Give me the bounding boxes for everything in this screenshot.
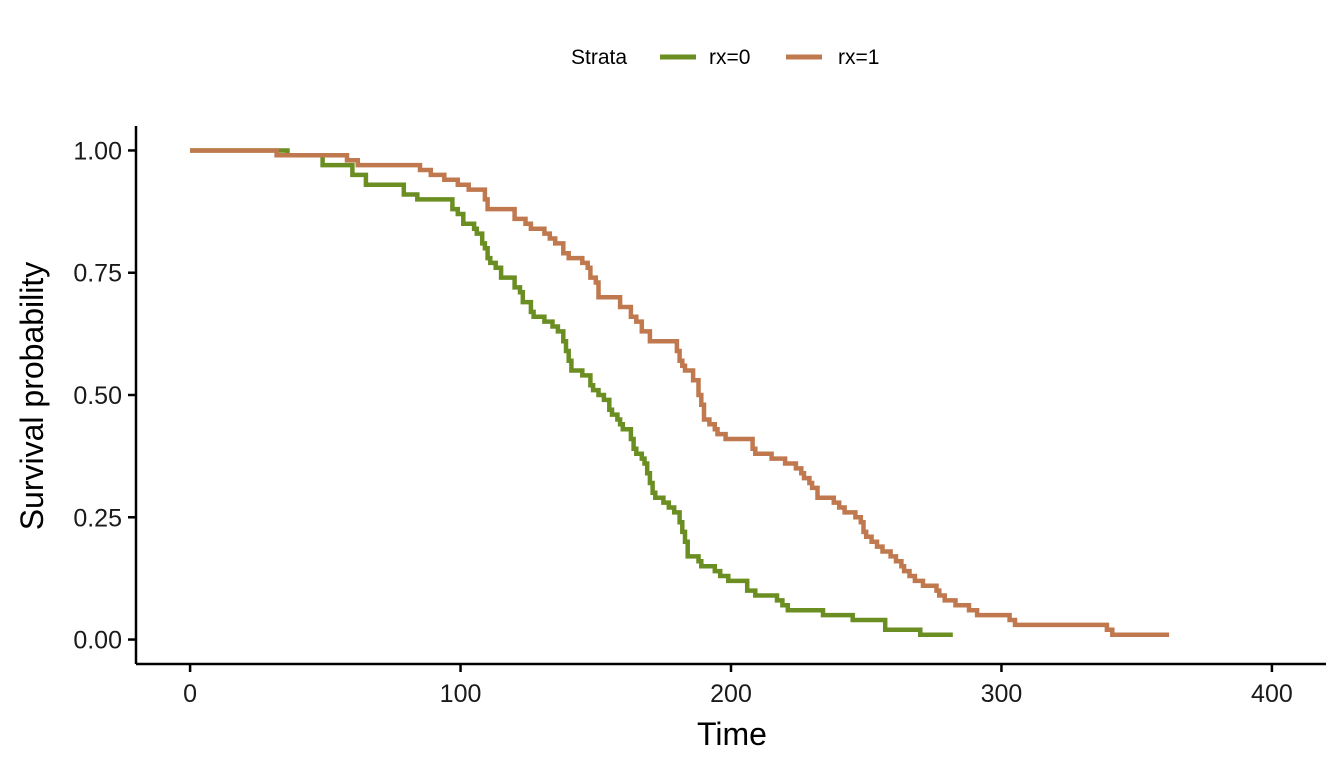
legend-title: Strata bbox=[571, 46, 627, 69]
y-ticks: 0.00 0.25 0.50 0.75 1.00 bbox=[73, 137, 136, 655]
legend-label-rx0: rx=0 bbox=[709, 46, 750, 69]
series-line-rx0 bbox=[190, 148, 953, 637]
y-tick-label: 0.50 bbox=[73, 382, 122, 410]
series-line-rx1 bbox=[190, 148, 1170, 637]
y-tick-label: 1.00 bbox=[73, 137, 122, 165]
legend-label-rx1: rx=1 bbox=[838, 46, 879, 69]
x-tick-label: 100 bbox=[440, 680, 482, 708]
y-tick-label: 0.00 bbox=[73, 627, 122, 655]
axes: 0 100 200 300 400 0.00 0.25 0.50 0.75 1.00 bbox=[73, 126, 1326, 708]
x-tick-label: 400 bbox=[1251, 680, 1293, 708]
x-tick-label: 0 bbox=[183, 680, 197, 708]
y-tick-label: 0.75 bbox=[73, 260, 122, 288]
y-tick-label: 0.25 bbox=[73, 504, 122, 532]
x-axis-title: Time bbox=[697, 716, 767, 752]
legend: Strata rx=0 rx=1 bbox=[571, 46, 879, 69]
x-tick-label: 200 bbox=[710, 680, 752, 708]
x-tick-label: 300 bbox=[981, 680, 1023, 708]
x-ticks: 0 100 200 300 400 bbox=[183, 664, 1293, 708]
y-axis-title: Survival probability bbox=[14, 262, 50, 531]
series-layer bbox=[190, 148, 1170, 637]
